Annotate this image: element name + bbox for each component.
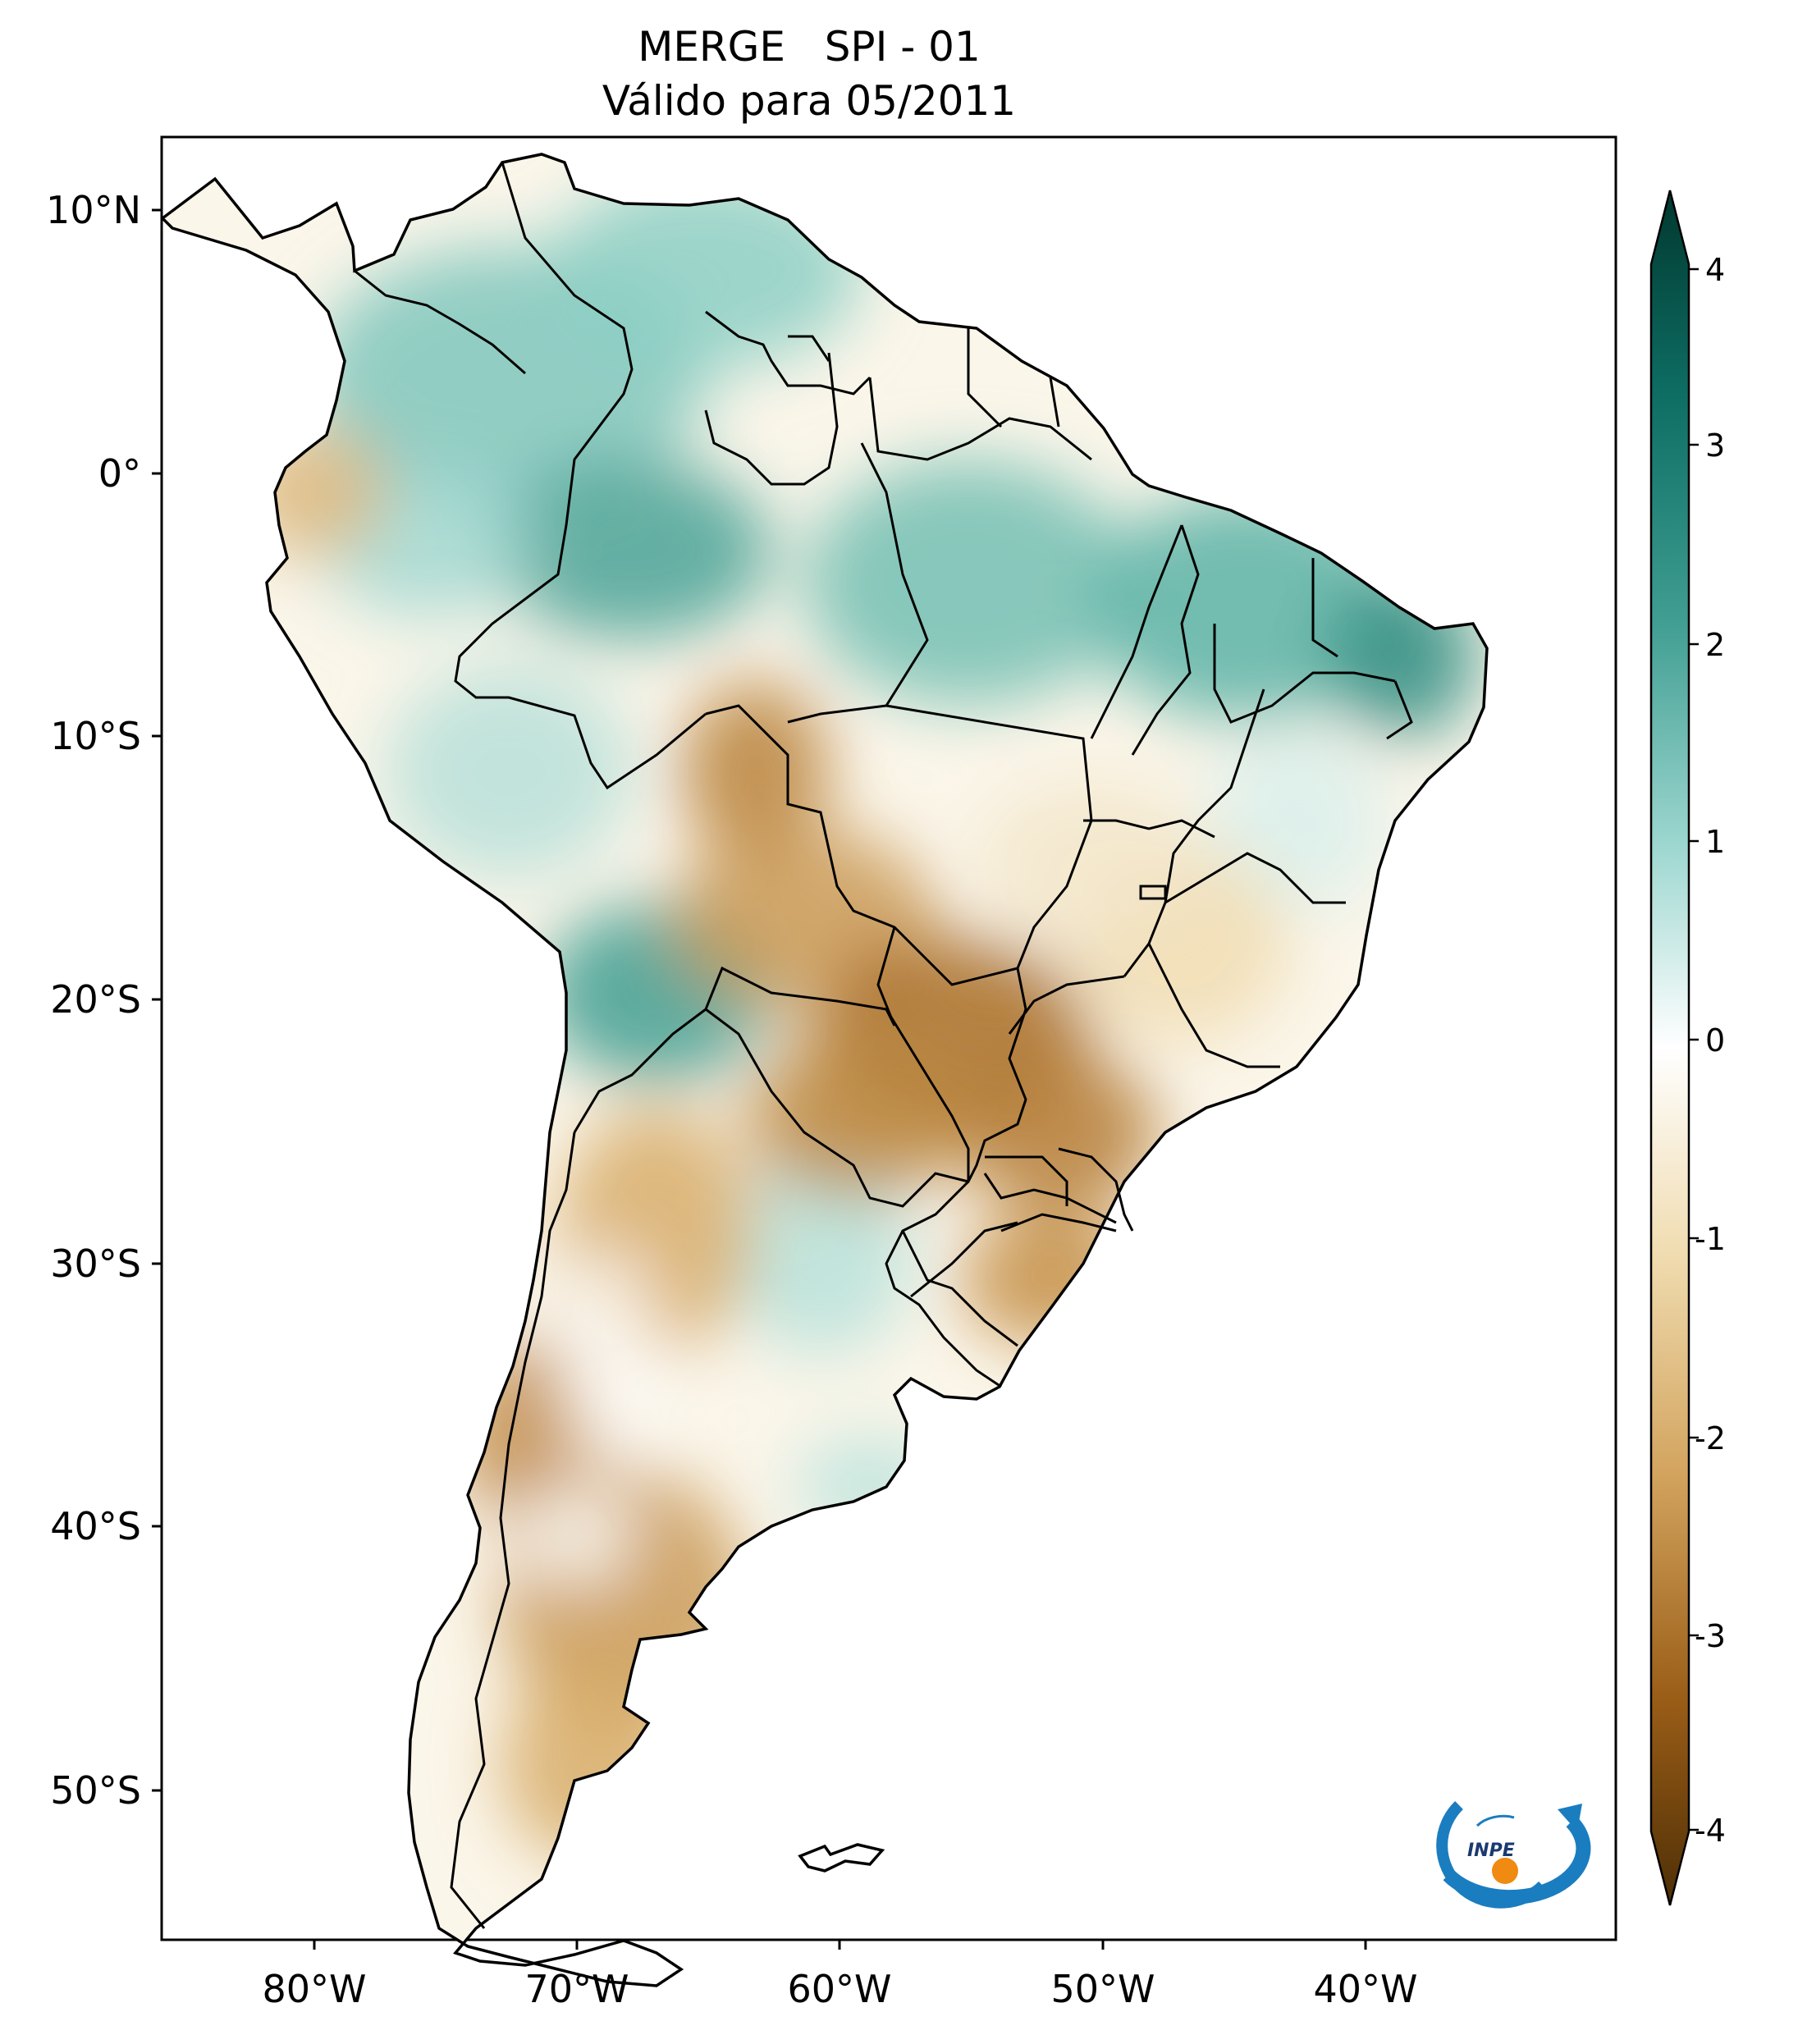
lon-label-80w: 80°W xyxy=(262,1967,366,2011)
colorbar-tick-minus2: -2 xyxy=(1695,1420,1726,1456)
colorbar-tick-0: 0 xyxy=(1705,1022,1725,1059)
colorbar-tick-1: 1 xyxy=(1705,824,1725,860)
colorbar-tick-4: 4 xyxy=(1705,252,1725,288)
inpe-logo-text: INPE xyxy=(1467,1841,1515,1861)
colorbar-tick-minus1: -1 xyxy=(1695,1221,1726,1257)
lon-label-60w: 60°W xyxy=(787,1967,891,2011)
lat-label-10n: 10°N xyxy=(46,188,141,232)
lat-label-30s: 30°S xyxy=(50,1241,141,1286)
lon-label-70w: 70°W xyxy=(524,1967,629,2011)
political-borders xyxy=(354,162,1413,1929)
axis-ticks xyxy=(152,208,1367,1950)
lat-label-20s: 20°S xyxy=(50,977,141,1022)
colorbar: 4 3 2 1 0 -1 -2 -3 -4 xyxy=(1649,190,1726,1906)
lon-label-40w: 40°W xyxy=(1313,1967,1417,2011)
lat-label-0: 0° xyxy=(98,451,141,496)
map-subtitle-valid-date: Válido para 05/2011 xyxy=(602,77,1017,125)
falkland-islands xyxy=(798,1843,885,1873)
lat-label-40s: 40°S xyxy=(50,1504,141,1548)
inpe-logo: INPE xyxy=(1436,1801,1591,1909)
lon-label-50w: 50°W xyxy=(1050,1967,1155,2011)
map-title: MERGE SPI - 01 xyxy=(638,23,981,71)
colorbar-tick-3: 3 xyxy=(1705,428,1725,464)
colorbar-tick-2: 2 xyxy=(1705,627,1725,663)
colorbar-tick-minus3: -3 xyxy=(1695,1618,1726,1654)
colorbar-tick-minus4: -4 xyxy=(1695,1813,1726,1849)
lat-label-50s: 50°S xyxy=(50,1768,141,1813)
lat-label-10s: 10°S xyxy=(50,714,141,758)
